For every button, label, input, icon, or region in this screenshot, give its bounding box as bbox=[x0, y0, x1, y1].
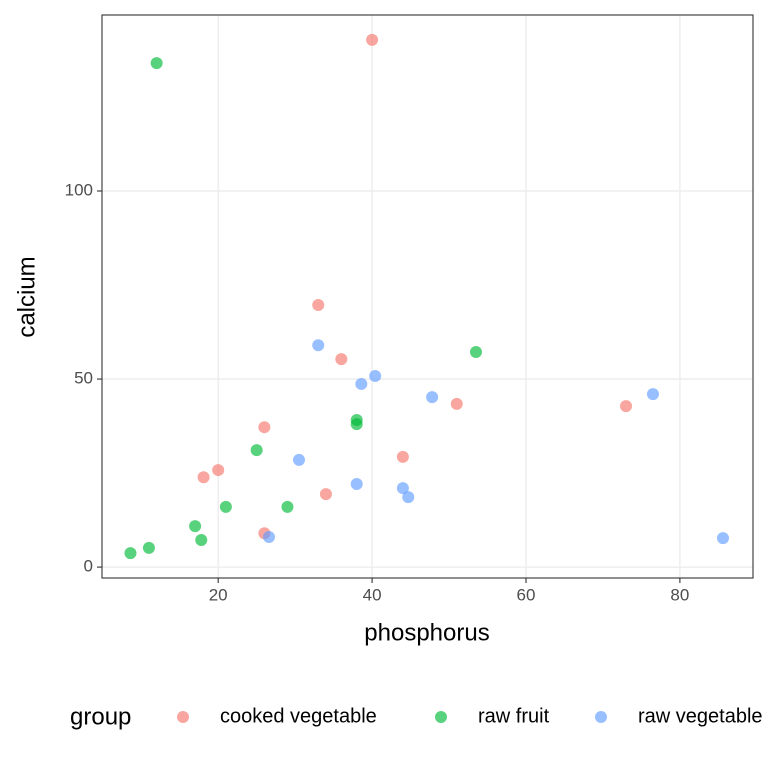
point bbox=[426, 391, 439, 404]
y-tick-label: 0 bbox=[84, 557, 93, 576]
point bbox=[620, 400, 633, 413]
point bbox=[355, 377, 368, 390]
point bbox=[142, 541, 155, 554]
y-tick-label: 100 bbox=[65, 180, 93, 199]
point bbox=[250, 444, 263, 457]
point bbox=[369, 370, 382, 383]
point bbox=[396, 450, 409, 463]
point bbox=[469, 345, 482, 358]
x-tick-label: 80 bbox=[670, 585, 689, 604]
point bbox=[646, 388, 659, 401]
point bbox=[292, 453, 305, 466]
point bbox=[212, 464, 225, 477]
point bbox=[312, 339, 325, 352]
point bbox=[319, 488, 332, 501]
legend-key bbox=[435, 711, 447, 723]
point bbox=[150, 57, 163, 70]
legend-title: group bbox=[70, 703, 131, 730]
legend-label: cooked vegetable bbox=[220, 705, 377, 727]
point bbox=[219, 500, 232, 513]
point bbox=[258, 421, 271, 434]
point bbox=[450, 397, 463, 410]
point bbox=[189, 520, 202, 533]
point bbox=[366, 33, 379, 46]
plot-panel bbox=[102, 15, 753, 578]
point bbox=[350, 418, 363, 431]
point bbox=[335, 353, 348, 366]
point bbox=[396, 482, 409, 495]
legend-key bbox=[595, 711, 607, 723]
point bbox=[262, 531, 275, 544]
point bbox=[350, 477, 363, 490]
x-tick-label: 60 bbox=[517, 585, 536, 604]
point bbox=[197, 471, 210, 484]
legend-label: raw vegetable bbox=[638, 705, 763, 727]
x-tick-label: 20 bbox=[209, 585, 228, 604]
y-tick-label: 50 bbox=[74, 369, 93, 388]
point bbox=[195, 534, 208, 547]
point bbox=[124, 547, 137, 560]
x-tick-label: 40 bbox=[363, 585, 382, 604]
legend-key bbox=[177, 711, 189, 723]
point bbox=[402, 491, 415, 504]
panel-border bbox=[101, 14, 754, 579]
point bbox=[716, 532, 729, 545]
x-axis-title: phosphorus bbox=[364, 619, 489, 646]
point bbox=[281, 500, 294, 513]
y-axis-title: calcium bbox=[13, 256, 40, 337]
point bbox=[312, 298, 325, 311]
legend-label: raw fruit bbox=[478, 705, 550, 727]
